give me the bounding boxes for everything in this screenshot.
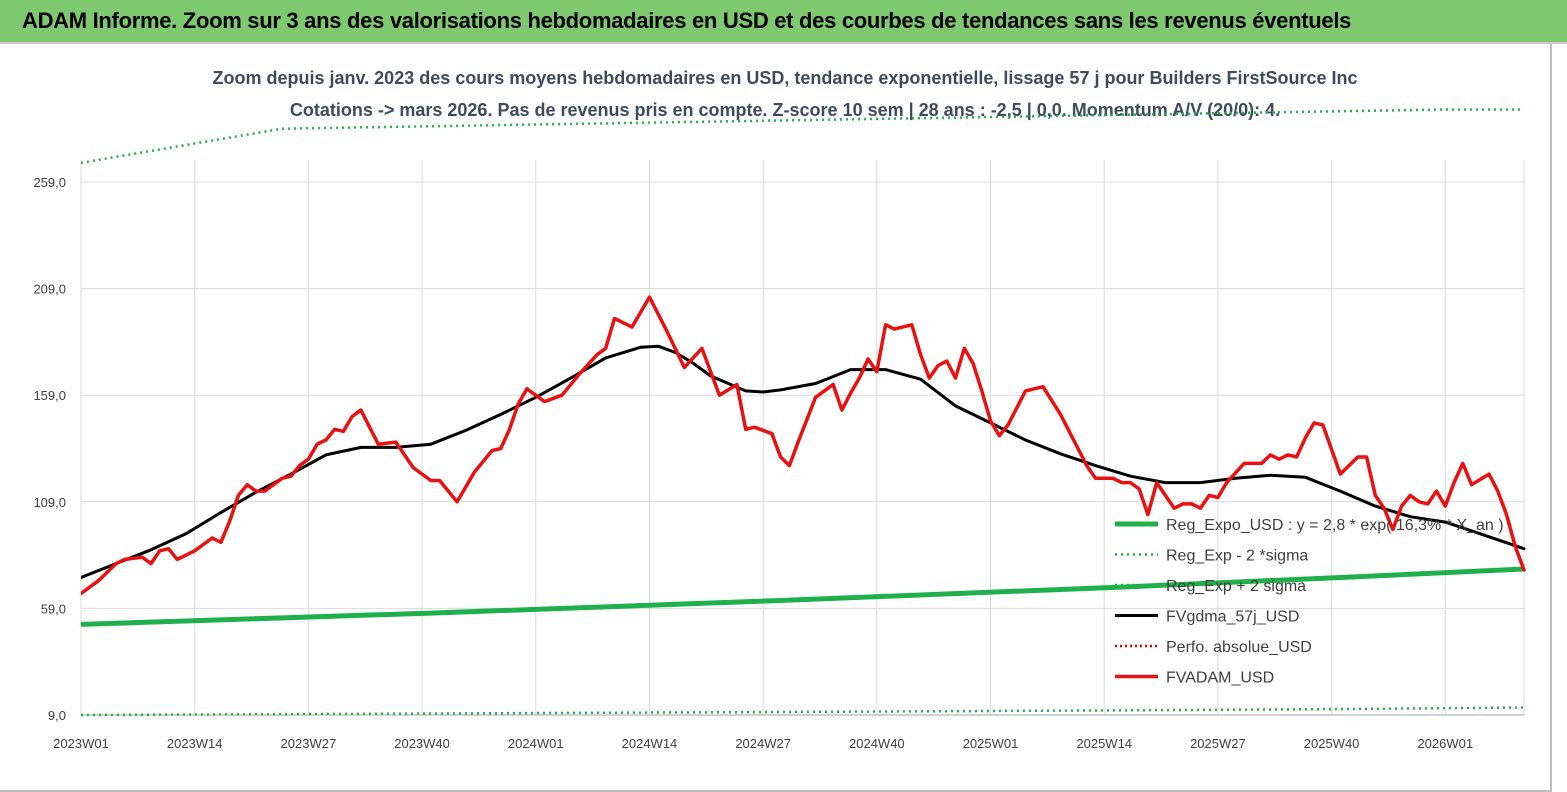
y-tick-label: 59,0 — [41, 601, 66, 616]
legend-label: Reg_Expo_USD : y = 2,8 * exp( 16,3% * X_… — [1166, 517, 1504, 534]
x-tick-label: 2024W01 — [508, 736, 564, 751]
y-tick-label: 209,0 — [33, 282, 66, 297]
x-tick-label: 2023W14 — [167, 736, 223, 751]
report-title: ADAM Informe. Zoom sur 3 ans des valoris… — [22, 8, 1352, 33]
x-tick-label: 2026W01 — [1417, 736, 1473, 751]
x-tick-label: 2024W14 — [622, 736, 678, 751]
report-header: ADAM Informe. Zoom sur 3 ans des valoris… — [0, 0, 1567, 44]
axes: 9,0 59,0 109,0 159,0 209,0 259,0 2023W01 2023W1… — [33, 175, 1524, 751]
fvadam-series — [81, 295, 1526, 596]
x-tick-label: 2025W14 — [1076, 736, 1132, 751]
x-tick-label: 2025W27 — [1190, 736, 1246, 751]
legend-label: FVADAM_USD — [1166, 670, 1274, 687]
legend-label: Perfo. absolue_USD — [1166, 639, 1312, 656]
chart-title: Zoom depuis janv. 2023 des cours moyens … — [212, 68, 1357, 88]
x-tick-label: 2024W27 — [735, 736, 791, 751]
y-tick-label: 109,0 — [33, 495, 66, 510]
legend-label: Reg_Exp - 2 *sigma — [1166, 548, 1308, 565]
x-tick-label: 2023W01 — [53, 736, 109, 751]
chart-subtitle: Cotations -> mars 2026. Pas de revenus p… — [290, 100, 1280, 120]
series-layer — [81, 108, 1526, 717]
legend-label: FVgdma_57j_USD — [1166, 609, 1299, 626]
y-tick-label: 9,0 — [48, 708, 66, 723]
y-tick-label: 259,0 — [33, 175, 66, 190]
fvgdma-series — [81, 344, 1526, 579]
x-tick-label: 2023W27 — [281, 736, 337, 751]
sigma-minus-series — [81, 706, 1525, 717]
legend: Reg_Expo_USD : y = 2,8 * exp( 16,3% * X_… — [1115, 517, 1504, 687]
x-tick-label: 2025W40 — [1304, 736, 1360, 751]
legend-label: Reg_Exp + 2 sigma — [1166, 578, 1306, 595]
chart-frame — [0, 44, 1552, 792]
y-tick-label: 159,0 — [33, 388, 66, 403]
reg-expo-series — [81, 566, 1525, 627]
x-tick-label: 2025W01 — [963, 736, 1019, 751]
x-tick-label: 2024W40 — [849, 736, 905, 751]
x-tick-label: 2023W40 — [394, 736, 450, 751]
